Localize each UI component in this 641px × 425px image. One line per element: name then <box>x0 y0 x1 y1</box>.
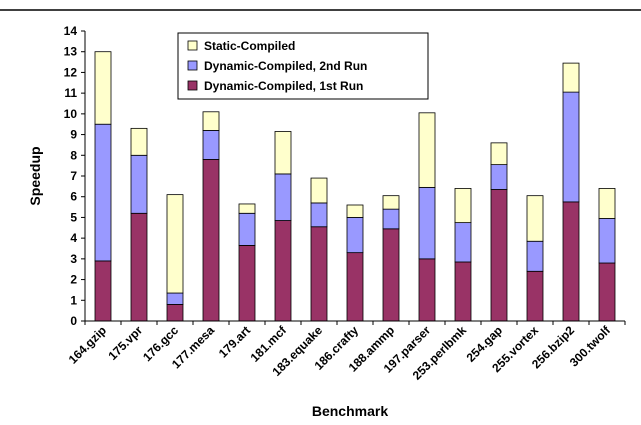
bar-segment-188.ammp-series-0 <box>382 228 400 322</box>
y-tick-label: 2 <box>70 273 77 287</box>
bar-segment-183.equake-series-1 <box>310 202 328 228</box>
y-tick-label: 11 <box>64 86 77 100</box>
bar-segment-177.mesa-series-2 <box>202 111 220 131</box>
bar-segment-164.gzip-series-0 <box>94 260 112 322</box>
x-tick-label: 164.gzip <box>66 323 109 366</box>
y-tick-label: 10 <box>64 107 78 121</box>
legend: Static-Compiled Dynamic-Compiled, 2nd Run… <box>177 32 429 100</box>
y-tick-label: 9 <box>70 128 77 142</box>
bar-segment-179.art-series-0 <box>238 244 256 322</box>
legend-swatch <box>187 80 198 91</box>
bar-segment-197.parser-series-0 <box>418 258 436 322</box>
bar-segment-181.mcf-series-1 <box>274 173 292 221</box>
bar-segment-197.parser-series-2 <box>418 112 436 188</box>
bar-segment-256.bzip2-series-2 <box>562 62 580 93</box>
bar-segment-256.bzip2-series-0 <box>562 201 580 322</box>
legend-swatch <box>187 60 198 71</box>
bar-segment-177.mesa-series-0 <box>202 159 220 322</box>
bar-segment-197.parser-series-1 <box>418 186 436 260</box>
y-tick-label: 8 <box>70 148 77 162</box>
x-axis-title: Benchmark <box>312 403 388 419</box>
legend-swatch <box>187 40 198 51</box>
bars-layer <box>94 51 616 322</box>
bar-segment-177.mesa-series-1 <box>202 130 220 160</box>
bar-segment-175.vpr-series-0 <box>130 212 148 322</box>
bar-segment-183.equake-series-2 <box>310 177 328 204</box>
bar-segment-176.gcc-series-2 <box>166 194 184 294</box>
x-tick-label: 300.twolf <box>567 323 614 370</box>
bar-segment-179.art-series-2 <box>238 203 256 214</box>
bar-segment-300.twolf-series-1 <box>598 218 616 264</box>
bar-segment-255.vortex-series-0 <box>526 270 544 322</box>
bar-segment-164.gzip-series-2 <box>94 51 112 125</box>
bar-segment-254.gap-series-1 <box>490 164 508 190</box>
y-tick-label: 4 <box>70 231 77 245</box>
y-axis-title: Speedup <box>27 146 43 205</box>
bar-segment-256.bzip2-series-1 <box>562 91 580 203</box>
bar-segment-188.ammp-series-1 <box>382 208 400 230</box>
legend-label: Static-Compiled <box>204 39 295 53</box>
bar-segment-300.twolf-series-0 <box>598 262 616 322</box>
y-tick-label: 5 <box>70 210 77 224</box>
legend-box <box>177 32 429 100</box>
bar-segment-253.perlbmk-series-2 <box>454 188 472 224</box>
bar-segment-255.vortex-series-1 <box>526 240 544 272</box>
legend-label: Dynamic-Compiled, 2nd Run <box>204 59 367 73</box>
legend-label: Dynamic-Compiled, 1st Run <box>204 79 363 93</box>
y-tick-label: 12 <box>64 65 78 79</box>
y-tick-label: 6 <box>70 190 77 204</box>
bar-segment-176.gcc-series-0 <box>166 304 184 322</box>
bar-segment-181.mcf-series-2 <box>274 131 292 175</box>
x-tick-label: 175.vpr <box>106 323 146 363</box>
bar-segment-186.crafty-series-2 <box>346 204 364 218</box>
bar-segment-186.crafty-series-0 <box>346 252 364 322</box>
y-tick-label: 14 <box>64 24 78 38</box>
y-tick-label: 7 <box>70 169 77 183</box>
y-tick-label: 0 <box>70 314 77 328</box>
y-tick-label: 3 <box>70 252 77 266</box>
y-tick-label: 1 <box>70 293 77 307</box>
bar-segment-164.gzip-series-1 <box>94 123 112 262</box>
bar-segment-300.twolf-series-2 <box>598 188 616 219</box>
y-tick-label: 13 <box>64 45 78 59</box>
bar-segment-254.gap-series-2 <box>490 142 508 166</box>
bar-segment-175.vpr-series-1 <box>130 154 148 214</box>
bar-segment-188.ammp-series-2 <box>382 195 400 210</box>
bar-segment-181.mcf-series-0 <box>274 220 292 322</box>
bar-segment-254.gap-series-0 <box>490 189 508 322</box>
bar-segment-253.perlbmk-series-0 <box>454 261 472 322</box>
bar-segment-255.vortex-series-2 <box>526 195 544 242</box>
bar-segment-175.vpr-series-2 <box>130 127 148 156</box>
bar-segment-186.crafty-series-1 <box>346 217 364 254</box>
bar-segment-179.art-series-1 <box>238 212 256 246</box>
bar-segment-183.equake-series-0 <box>310 226 328 322</box>
bar-segment-253.perlbmk-series-1 <box>454 222 472 263</box>
bar-segment-176.gcc-series-1 <box>166 292 184 305</box>
